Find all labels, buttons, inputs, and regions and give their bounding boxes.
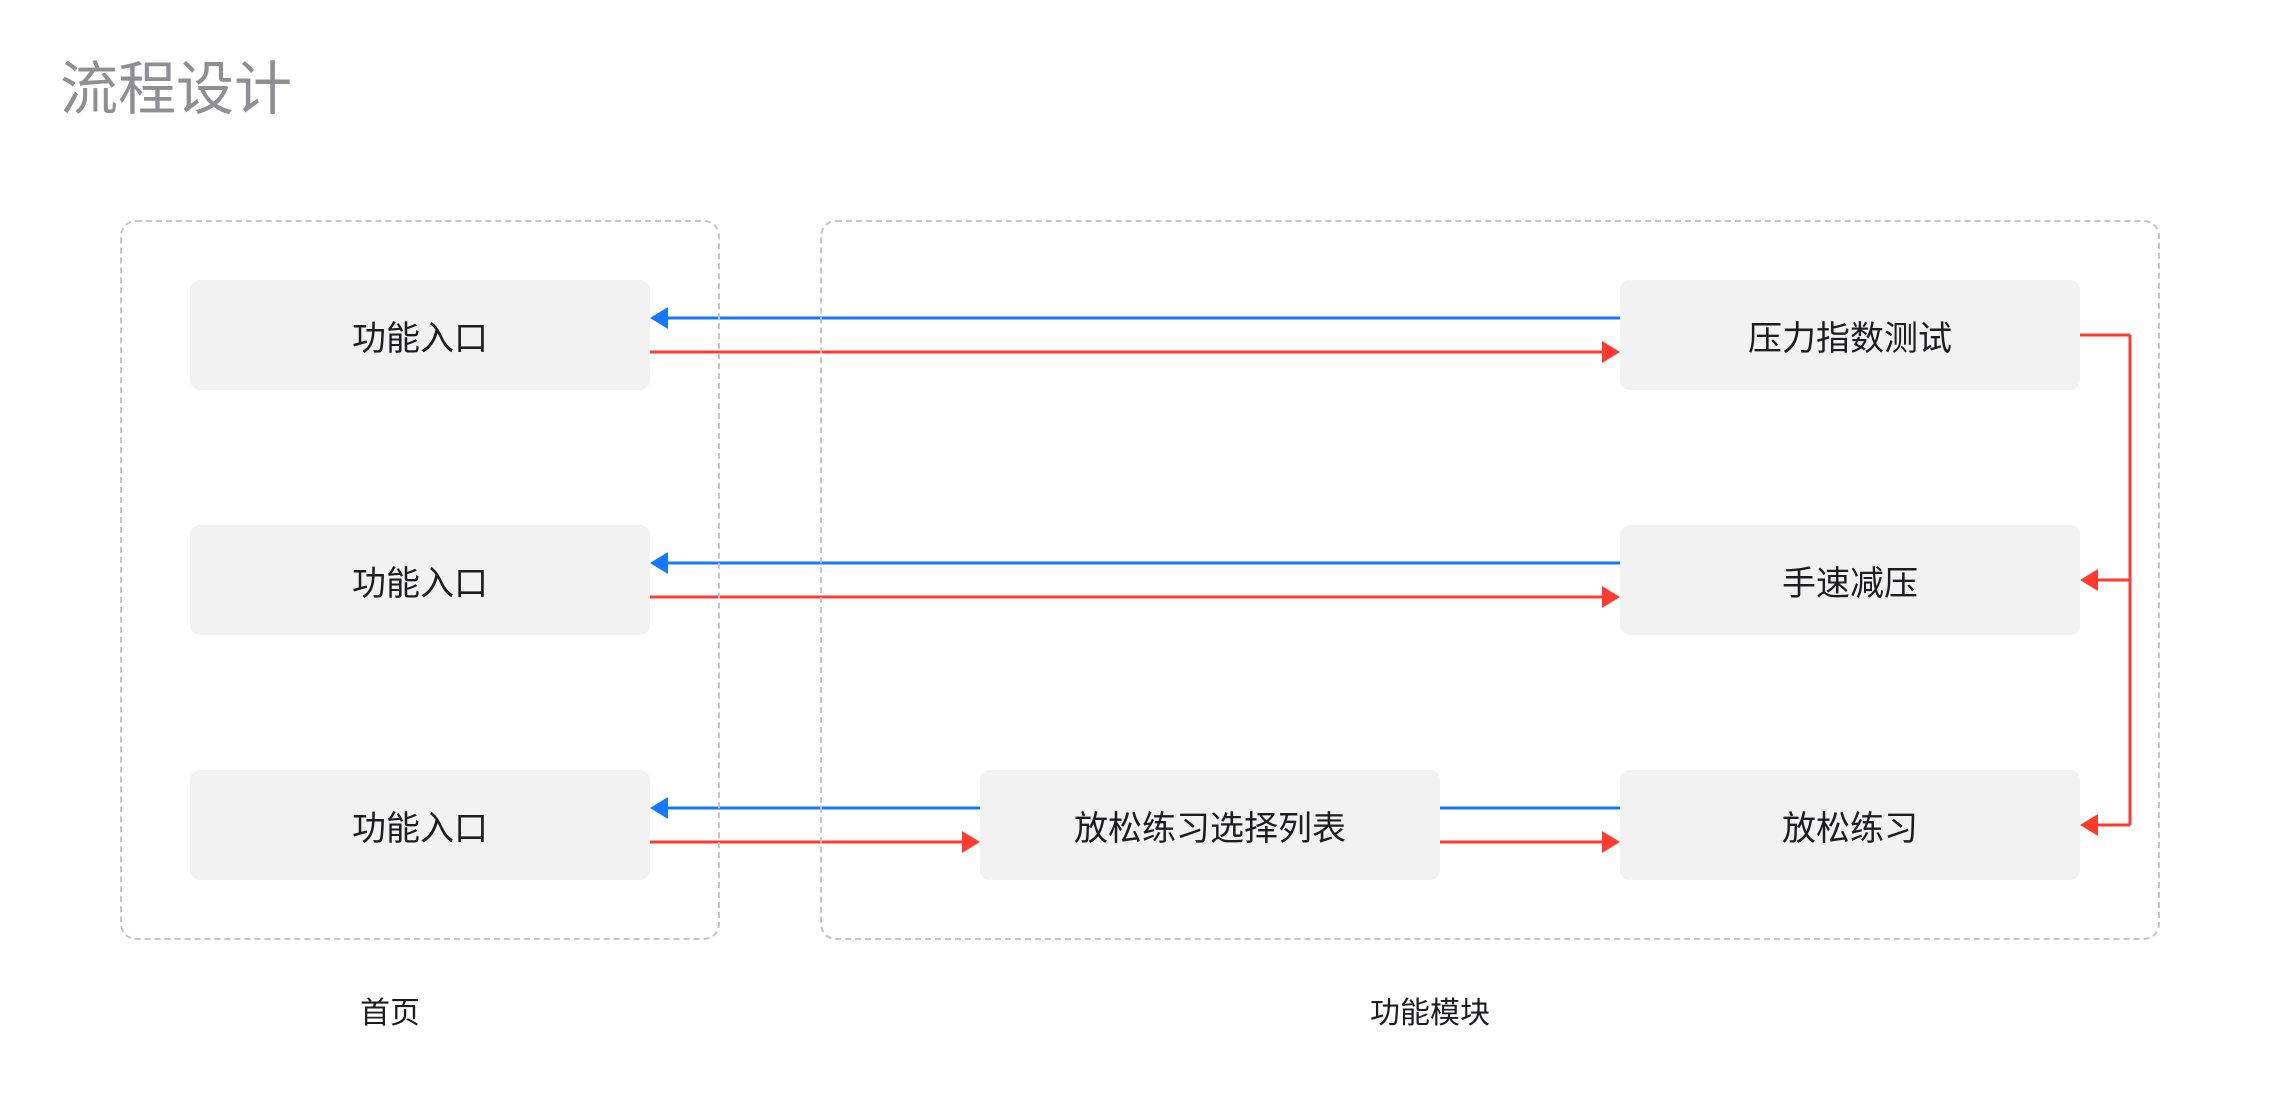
page-title: 流程设计 xyxy=(60,42,292,126)
node-label: 功能入口 xyxy=(352,311,488,360)
node-entry-2: 功能入口 xyxy=(190,525,650,635)
node-label: 功能入口 xyxy=(352,556,488,605)
node-label: 手速减压 xyxy=(1782,556,1918,605)
node-relax: 放松练习 xyxy=(1620,770,2080,880)
node-entry-3: 功能入口 xyxy=(190,770,650,880)
node-entry-1: 功能入口 xyxy=(190,280,650,390)
node-relax-list: 放松练习选择列表 xyxy=(980,770,1440,880)
node-label: 压力指数测试 xyxy=(1748,311,1952,360)
node-label: 放松练习 xyxy=(1782,801,1918,850)
node-hand-speed: 手速减压 xyxy=(1620,525,2080,635)
node-stress-test: 压力指数测试 xyxy=(1620,280,2080,390)
group-label-home-group: 首页 xyxy=(290,988,490,1032)
node-label: 放松练习选择列表 xyxy=(1074,801,1346,850)
node-label: 功能入口 xyxy=(352,801,488,850)
diagram-canvas: 流程设计 首页功能模块功能入口功能入口功能入口压力指数测试手速减压放松练习选择列… xyxy=(0,0,2280,1110)
group-label-module-group: 功能模块 xyxy=(1330,988,1530,1032)
